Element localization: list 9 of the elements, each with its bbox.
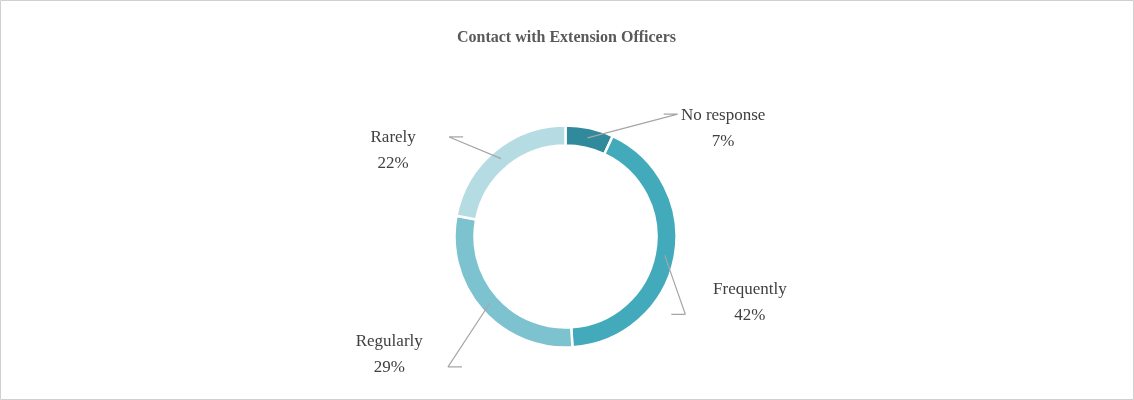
- slice-label: Rarely: [370, 127, 417, 147]
- slice-label: Frequently: [713, 278, 788, 298]
- data-label: 29%: [373, 357, 405, 377]
- data-label: 42%: [734, 304, 766, 324]
- slice-label: Regularly: [355, 331, 424, 351]
- chart-title: Contact with Extension Officers: [456, 28, 677, 45]
- data-label: 22%: [377, 153, 409, 173]
- slice-label: No response: [680, 104, 766, 124]
- data-label: 7%: [711, 130, 735, 150]
